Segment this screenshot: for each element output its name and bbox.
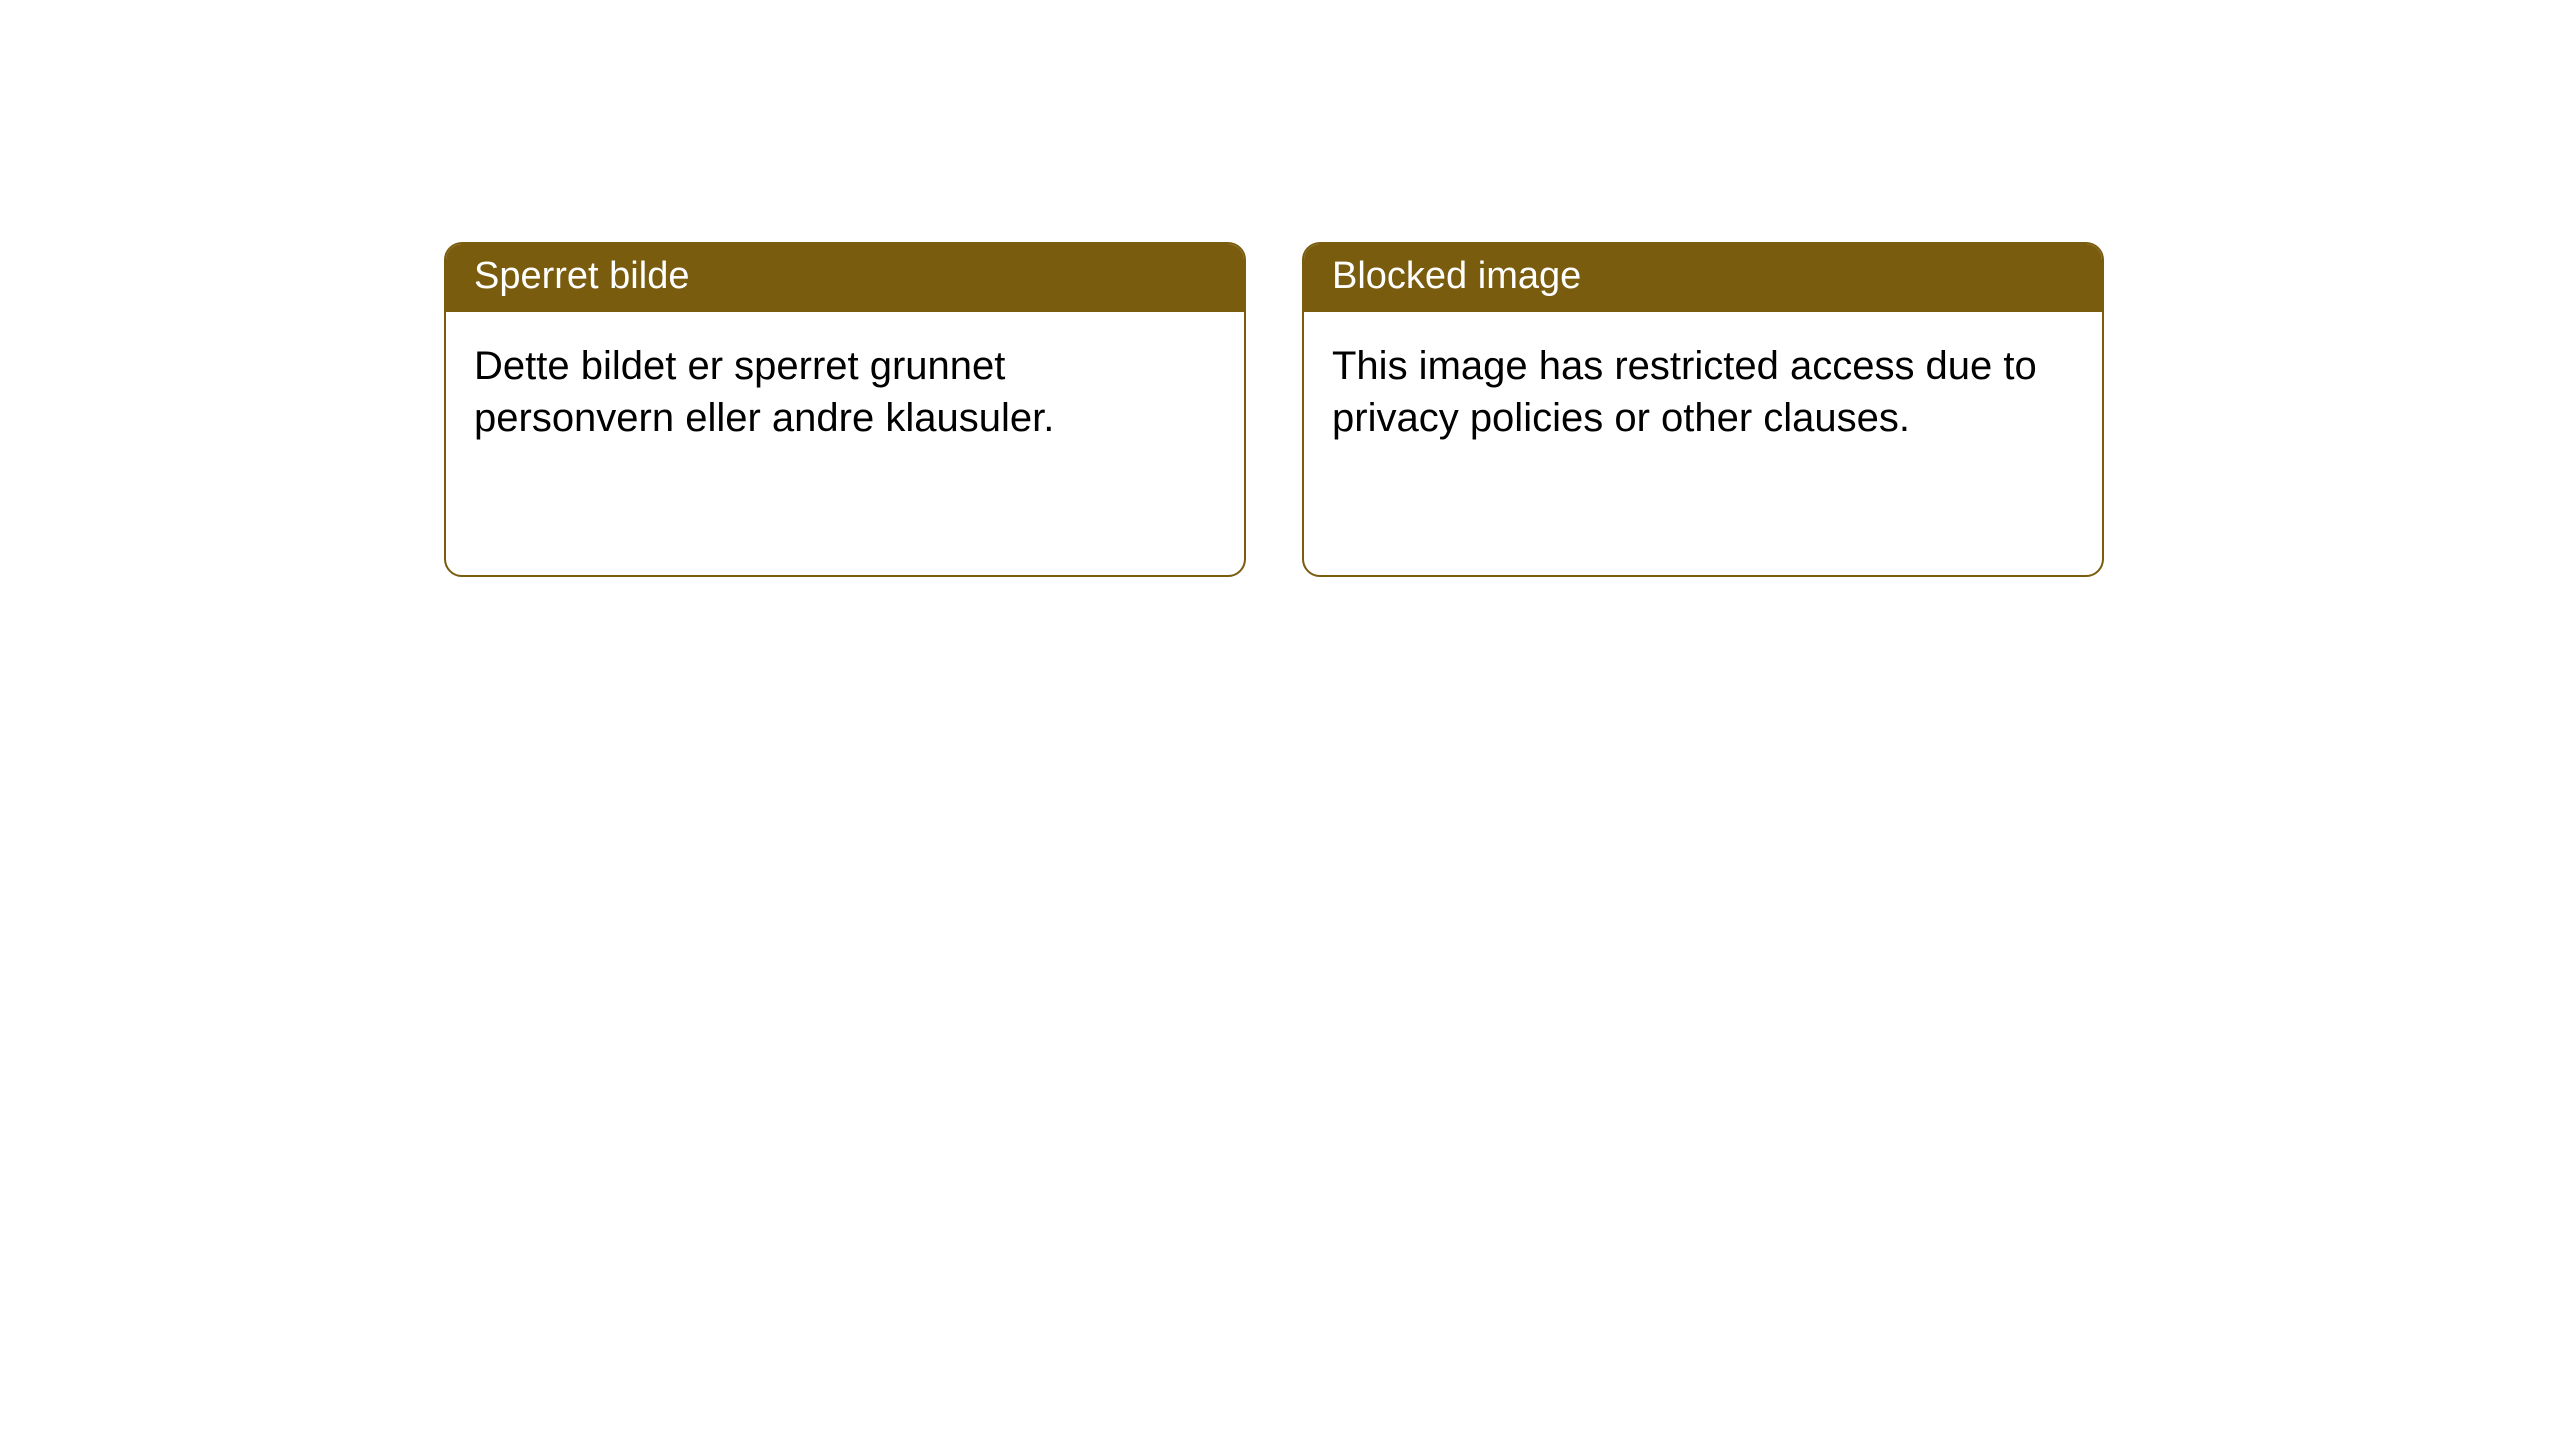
notice-container: Sperret bilde Dette bildet er sperret gr… [444, 242, 2104, 577]
notice-body-english: This image has restricted access due to … [1304, 312, 2102, 472]
notice-title: Sperret bilde [474, 255, 689, 297]
notice-card-english: Blocked image This image has restricted … [1302, 242, 2104, 577]
notice-text: This image has restricted access due to … [1332, 344, 2037, 440]
notice-header-norwegian: Sperret bilde [446, 244, 1244, 312]
notice-title: Blocked image [1332, 255, 1581, 297]
notice-header-english: Blocked image [1304, 244, 2102, 312]
notice-card-norwegian: Sperret bilde Dette bildet er sperret gr… [444, 242, 1246, 577]
notice-body-norwegian: Dette bildet er sperret grunnet personve… [446, 312, 1244, 472]
notice-text: Dette bildet er sperret grunnet personve… [474, 344, 1054, 440]
